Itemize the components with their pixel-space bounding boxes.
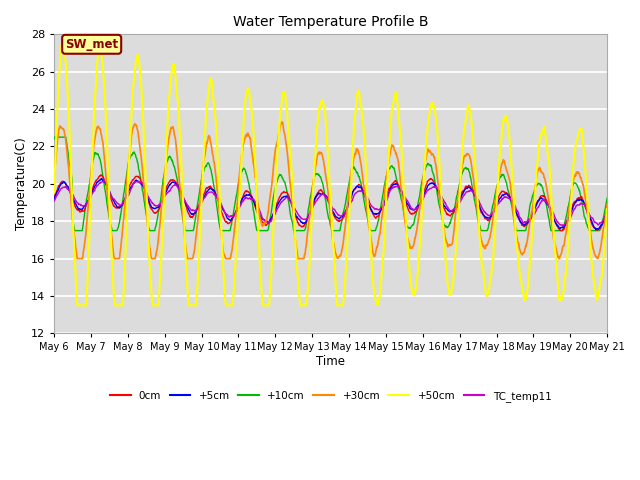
Title: Water Temperature Profile B: Water Temperature Profile B <box>233 15 428 29</box>
X-axis label: Time: Time <box>316 355 345 368</box>
Y-axis label: Temperature(C): Temperature(C) <box>15 137 28 230</box>
Text: SW_met: SW_met <box>65 38 118 51</box>
Legend: 0cm, +5cm, +10cm, +30cm, +50cm, TC_temp11: 0cm, +5cm, +10cm, +30cm, +50cm, TC_temp1… <box>106 386 556 406</box>
